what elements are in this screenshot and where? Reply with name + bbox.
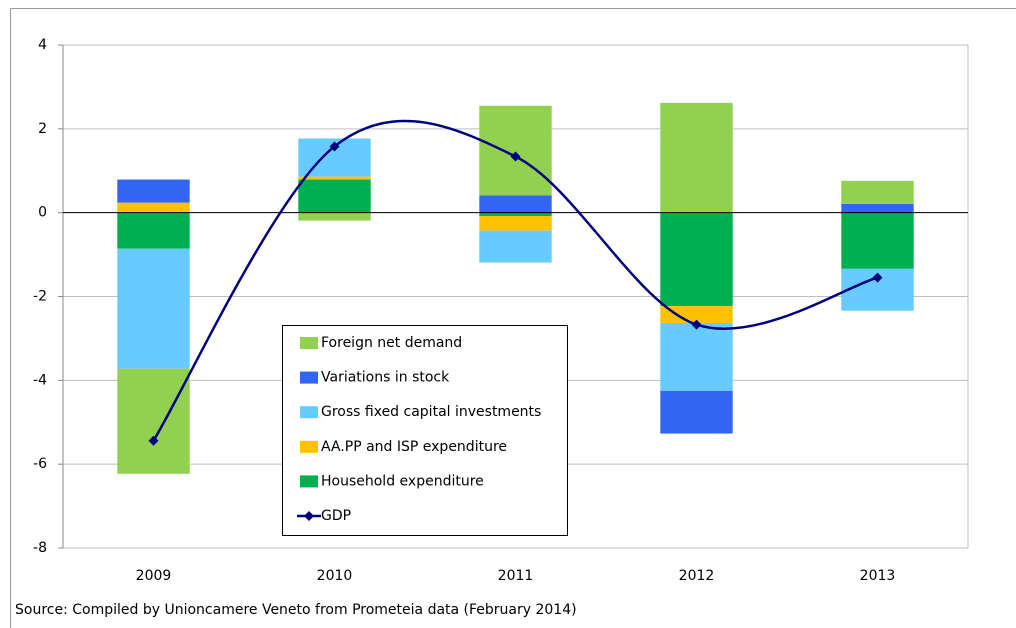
- bar: [660, 102, 733, 213]
- legend-label: Foreign net demand: [321, 335, 462, 351]
- legend-label: Gross fixed capital investments: [321, 404, 541, 420]
- y-tick-label: -2: [33, 289, 47, 305]
- legend-swatch: [300, 475, 318, 488]
- x-tick-label: 2010: [317, 568, 353, 584]
- bar: [117, 248, 190, 369]
- marker: [510, 151, 521, 162]
- x-tick-label: 2011: [498, 568, 534, 584]
- legend-label: GDP: [321, 508, 351, 524]
- bar: [841, 212, 914, 269]
- x-tick-label: 2012: [679, 568, 715, 584]
- bar: [298, 179, 371, 213]
- legend-swatch: [300, 371, 318, 384]
- bar: [117, 368, 190, 474]
- marker: [872, 272, 883, 283]
- marker: [329, 141, 340, 152]
- y-tick-label: -4: [33, 372, 47, 388]
- source-note: Source: Compiled by Unioncamere Veneto f…: [15, 602, 577, 618]
- bar: [479, 230, 552, 263]
- bar: [660, 306, 733, 323]
- bar: [479, 195, 552, 213]
- bar: [841, 203, 914, 213]
- bar: [479, 216, 552, 231]
- marker: [148, 435, 159, 446]
- y-tick-label: 2: [38, 121, 47, 137]
- bar: [117, 212, 190, 249]
- legend-swatch: [300, 406, 318, 419]
- bar: [117, 179, 190, 203]
- bar: [479, 212, 552, 217]
- legend-label: Variations in stock: [321, 370, 450, 386]
- bar: [841, 180, 914, 204]
- bar: [479, 105, 552, 196]
- bar: [298, 176, 371, 180]
- legend-label: AA.PP and ISP expenditure: [321, 439, 507, 455]
- legend-swatch: [304, 511, 314, 521]
- bar: [660, 390, 733, 434]
- y-tick-label: 4: [38, 37, 47, 53]
- marker: [691, 319, 702, 330]
- legend-label: Household expenditure: [321, 473, 484, 489]
- y-tick-label: 0: [38, 205, 47, 221]
- bar: [660, 322, 733, 391]
- x-tick-label: 2009: [136, 568, 172, 584]
- legend: [282, 325, 568, 536]
- legend-swatch: [300, 337, 318, 349]
- y-tick-label: -6: [33, 456, 47, 472]
- y-tick-label: -8: [33, 540, 47, 556]
- x-tick-label: 2013: [860, 568, 896, 584]
- legend-swatch: [300, 440, 318, 453]
- bar: [660, 212, 733, 307]
- bar: [298, 212, 371, 221]
- bar: [117, 202, 190, 213]
